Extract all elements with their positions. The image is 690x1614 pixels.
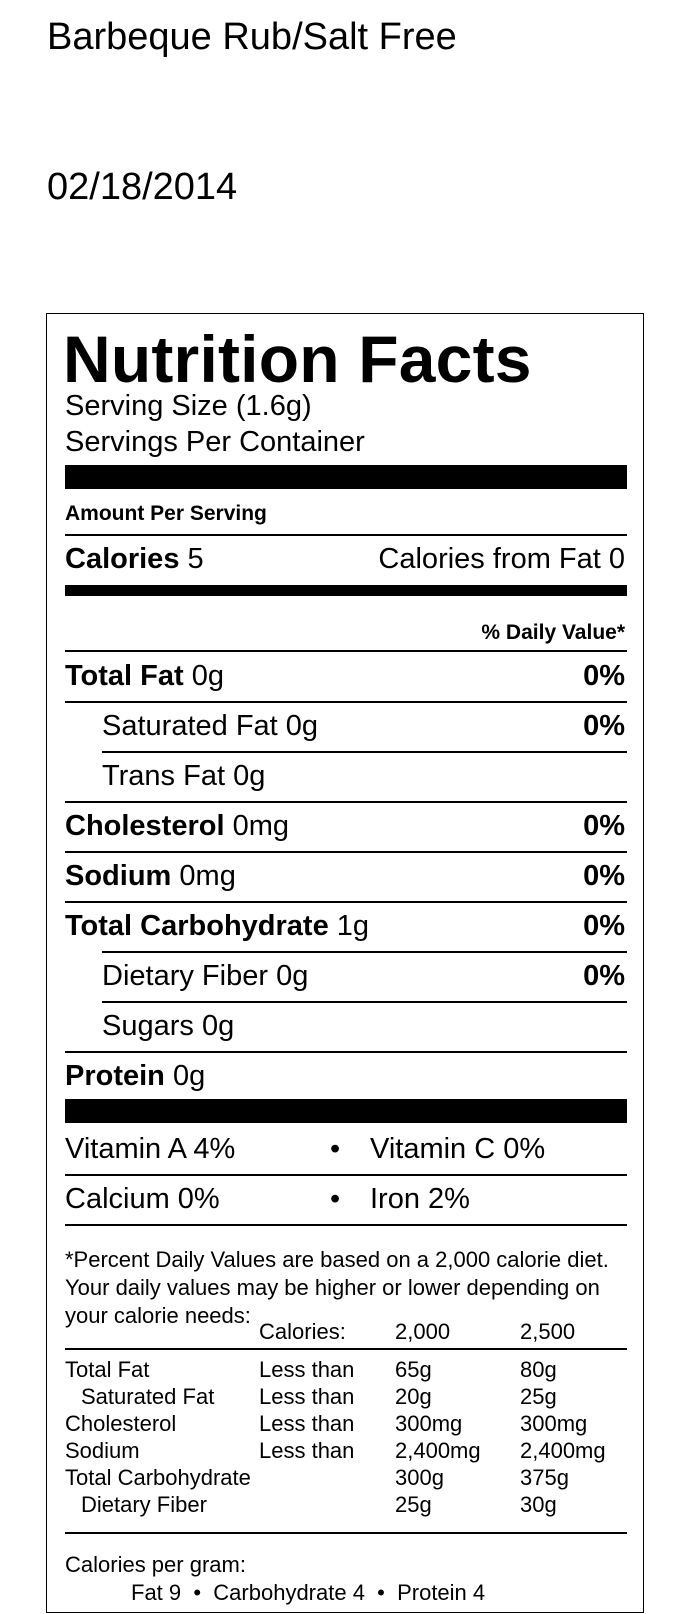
serving-size: Serving Size (1.6g) [65,390,312,422]
nutrient-row-sodium: Sodium 0mg [65,860,236,892]
calories-value: 5 [187,543,204,575]
calories-per-gram-values: Fat 9 • Carbohydrate 4 • Protein 4 [131,1580,486,1605]
vitamin-c: Vitamin C 0% [370,1133,546,1165]
divider [65,801,627,803]
nutrient-row-cholesterol: Cholesterol 0mg [65,810,290,842]
table-cell: 25g [395,1492,432,1517]
amount-per-serving: Amount Per Serving [65,502,267,525]
calcium: Calcium 0% [65,1183,220,1215]
divider [65,1051,627,1053]
table-cell: 300mg [520,1411,588,1436]
vitamin-a: Vitamin A 4% [65,1133,236,1165]
divider [102,951,627,953]
table-cell: Less than [259,1384,355,1409]
daily-value-footnote: *Percent Daily Values are based on a 2,0… [65,1247,609,1328]
dv-total-fat: 0% [583,660,625,692]
calories-row: Calories 5 [65,545,204,574]
table-row-saturated-fat: Saturated Fat [81,1384,215,1409]
table-row-total-fat: Total Fat [65,1357,150,1382]
table-cell: Less than [259,1411,355,1436]
medium-divider [65,585,627,596]
table-cell: Less than [259,1357,355,1382]
divider [102,1001,627,1003]
divider [65,1532,627,1534]
divider [65,701,627,703]
bullet-separator: • [330,1133,341,1165]
table-row-total-carbohydrate: Total Carbohydrate [65,1465,251,1490]
nutrition-facts-heading: Nutrition Facts [63,322,532,396]
nutrient-row-saturated-fat: Saturated Fat 0g [102,710,319,742]
calories-per-gram-label: Calories per gram: [65,1552,246,1577]
table-row-dietary-fiber: Dietary Fiber [81,1492,207,1517]
nutrient-row-sugars: Sugars 0g [102,1010,235,1042]
table-cell: 30g [520,1492,557,1517]
divider [65,650,627,652]
dv-saturated-fat: 0% [583,710,625,742]
table-cell: 2,400mg [520,1438,606,1463]
divider [65,1348,627,1350]
calories-from-fat: Calories from Fat 0 [378,543,625,575]
daily-value-header: % Daily Value* [481,621,625,644]
table-header-calories: Calories: [259,1319,346,1344]
nutrient-row-dietary-fiber: Dietary Fiber 0g [102,960,309,992]
divider [65,851,627,853]
thick-divider [65,465,627,489]
table-cell: 80g [520,1357,557,1382]
table-cell: 25g [520,1384,557,1409]
thick-divider [65,1099,627,1123]
nutrient-row-total-carbohydrate: Total Carbohydrate 1g [65,910,370,942]
table-cell: 375g [520,1465,569,1490]
table-cell: 65g [395,1357,432,1382]
table-cell: 300g [395,1465,444,1490]
table-header-2500: 2,500 [520,1319,576,1344]
divider [65,901,627,903]
table-cell: 300mg [395,1411,463,1436]
table-row-sodium: Sodium [65,1438,140,1463]
table-cell: Less than [259,1438,355,1463]
table-row-cholesterol: Cholesterol [65,1411,177,1436]
iron: Iron 2% [370,1183,470,1215]
calories-label: Calories [65,543,180,575]
divider [65,1224,627,1226]
table-header-2000: 2,000 [395,1319,451,1344]
table-cell: 2,400mg [395,1438,481,1463]
servings-per-container: Servings Per Container [65,426,365,458]
divider [102,751,627,753]
dv-cholesterol: 0% [583,810,625,842]
nutrition-facts-label: Nutrition Facts Serving Size (1.6g) Serv… [46,313,644,1613]
dv-sodium: 0% [583,860,625,892]
table-cell: 20g [395,1384,432,1409]
label-date: 02/18/2014 [47,166,238,208]
dv-total-carbohydrate: 0% [583,910,625,942]
nutrient-row-total-fat: Total Fat 0g [65,660,225,692]
dv-dietary-fiber: 0% [583,960,625,992]
divider [65,534,627,536]
nutrient-row-trans-fat: Trans Fat 0g [102,760,266,792]
nutrient-row-protein: Protein 0g [65,1060,206,1092]
bullet-separator: • [330,1183,341,1215]
divider [65,1174,627,1176]
product-title: Barbeque Rub/Salt Free [47,16,457,58]
